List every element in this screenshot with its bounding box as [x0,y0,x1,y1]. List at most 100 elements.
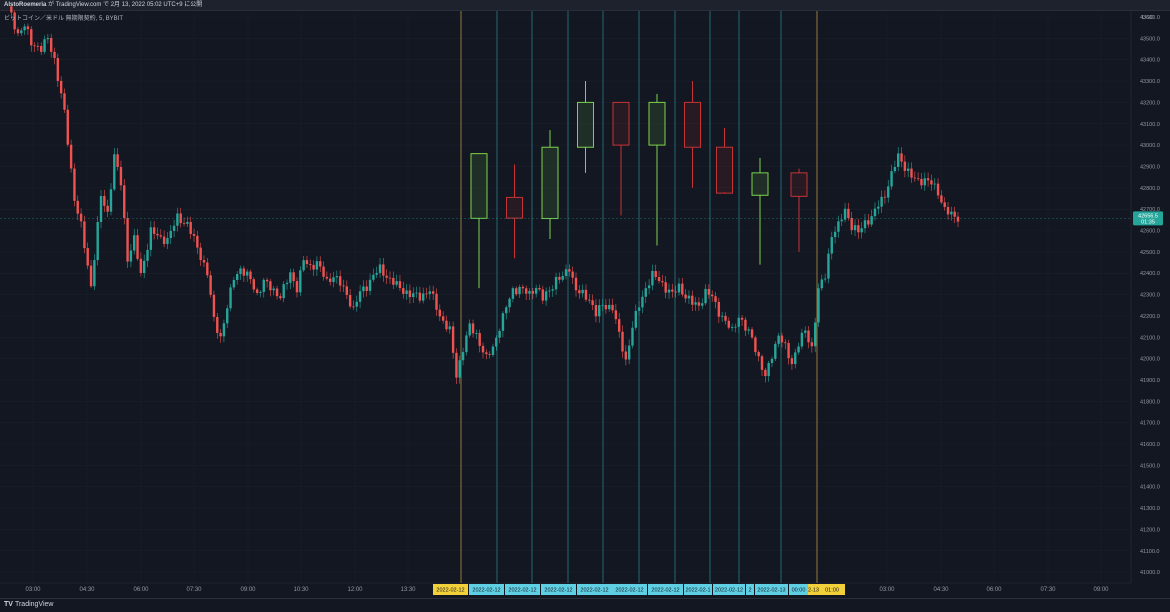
price-candle [584,289,588,300]
price-candle [113,154,116,190]
htf-candle [716,146,733,194]
last-price-box [1133,211,1163,226]
price-candle [116,154,119,167]
price-candle [302,260,305,271]
price-candle [232,280,236,288]
price-candle [857,225,860,233]
price-candle [754,337,757,353]
price-candle [465,335,468,353]
price-candle [33,45,36,47]
price-candle [86,248,89,266]
price-candle [860,228,863,233]
price-candle [747,329,750,331]
price-candle [528,291,531,294]
date-label-text: 2022-02-12 [436,588,464,594]
date-label-text: 2022-02-12 [544,588,572,594]
price-candle [847,208,850,218]
price-candle [807,330,810,343]
price-candle [431,291,435,294]
price-tick-label: 43400.0 [1140,58,1160,64]
price-candle [873,208,877,217]
price-candle [368,279,372,291]
price-candle [813,322,817,347]
price-candle [574,277,578,291]
price-candle [893,167,897,172]
price-candle [352,306,355,308]
date-label-text: 2022-02-12 [615,588,643,594]
date-label-text: 2022-02-12 [580,588,608,594]
price-candle [800,332,804,347]
date-label-box [819,584,845,595]
price-tick-label: 41700.0 [1140,421,1160,427]
price-candle [418,292,422,301]
price-candle [252,279,256,290]
price-tick-label: 42900.0 [1140,164,1160,170]
price-candle [697,302,701,306]
time-tick-label: 04:30 [933,587,949,593]
price-candle [182,223,186,224]
price-tick-label: 42800.0 [1140,186,1160,192]
price-candle [338,276,342,286]
price-candle [906,168,910,171]
price-candle [292,272,295,282]
price-candle [684,294,687,299]
price-candle [710,294,714,297]
price-candle [930,180,933,185]
price-candle [438,309,442,317]
price-candle [837,221,840,232]
date-labels: 2022-02-12 2022-02-12 2022-02-12 2022-02-12… [433,584,845,595]
price-candle [664,282,667,293]
price-candle [910,168,913,178]
price-candle [724,315,727,321]
price-candle [843,208,847,220]
price-candle [704,288,707,304]
price-candle [219,332,222,337]
price-candle [139,258,143,273]
price-candle [398,281,402,289]
price-candle [93,260,96,287]
price-candle [402,288,405,294]
date-label-text: 2 [748,588,751,594]
price-candle [674,291,677,293]
htf-candles [470,81,808,289]
price-candle [372,274,375,280]
price-candle [262,279,265,292]
price-candle [833,231,837,238]
price-candle [325,276,329,279]
price-candle [375,272,378,275]
price-candle [408,290,412,298]
price-candle [936,183,940,196]
price-candle [681,283,684,295]
price-candle [30,29,33,46]
price-candle [594,305,598,317]
symbol-label[interactable]: ビットコイン／米ドル 無期限契約, 5, BYBIT [4,16,124,22]
price-candle [319,261,322,267]
price-candle [548,290,551,292]
price-tick-label: 41600.0 [1140,442,1160,448]
author-name[interactable]: AlstoRoemeria [4,2,47,8]
price-tick-label: 41100.0 [1140,549,1159,555]
date-label-box [469,584,504,595]
price-candle [770,358,774,364]
date-label-text: 2022-02-1 [685,588,710,594]
price-candle [259,291,262,293]
price-candle [172,225,176,231]
price-candle [564,269,568,276]
price-candle [199,247,202,261]
publish-header: AlstoRoemeria が TradingView.com で 2月 13,… [0,0,1170,11]
time-tick-label: 06:00 [133,587,149,593]
date-label-text: 00:00 [792,588,806,594]
price-candle [149,227,153,250]
htf-candle [684,101,701,148]
session-dividers [460,11,818,583]
brand-name: TradingView [14,601,54,608]
time-tick-label: 13:30 [400,587,416,593]
price-candle [578,290,581,294]
price-candle [634,310,637,328]
date-label-text: 2022-02-13 [757,588,785,594]
price-candle [226,308,229,324]
price-candles [10,4,960,384]
tradingview-logo[interactable]: TV TradingView [4,601,53,608]
price-candle [412,293,415,298]
